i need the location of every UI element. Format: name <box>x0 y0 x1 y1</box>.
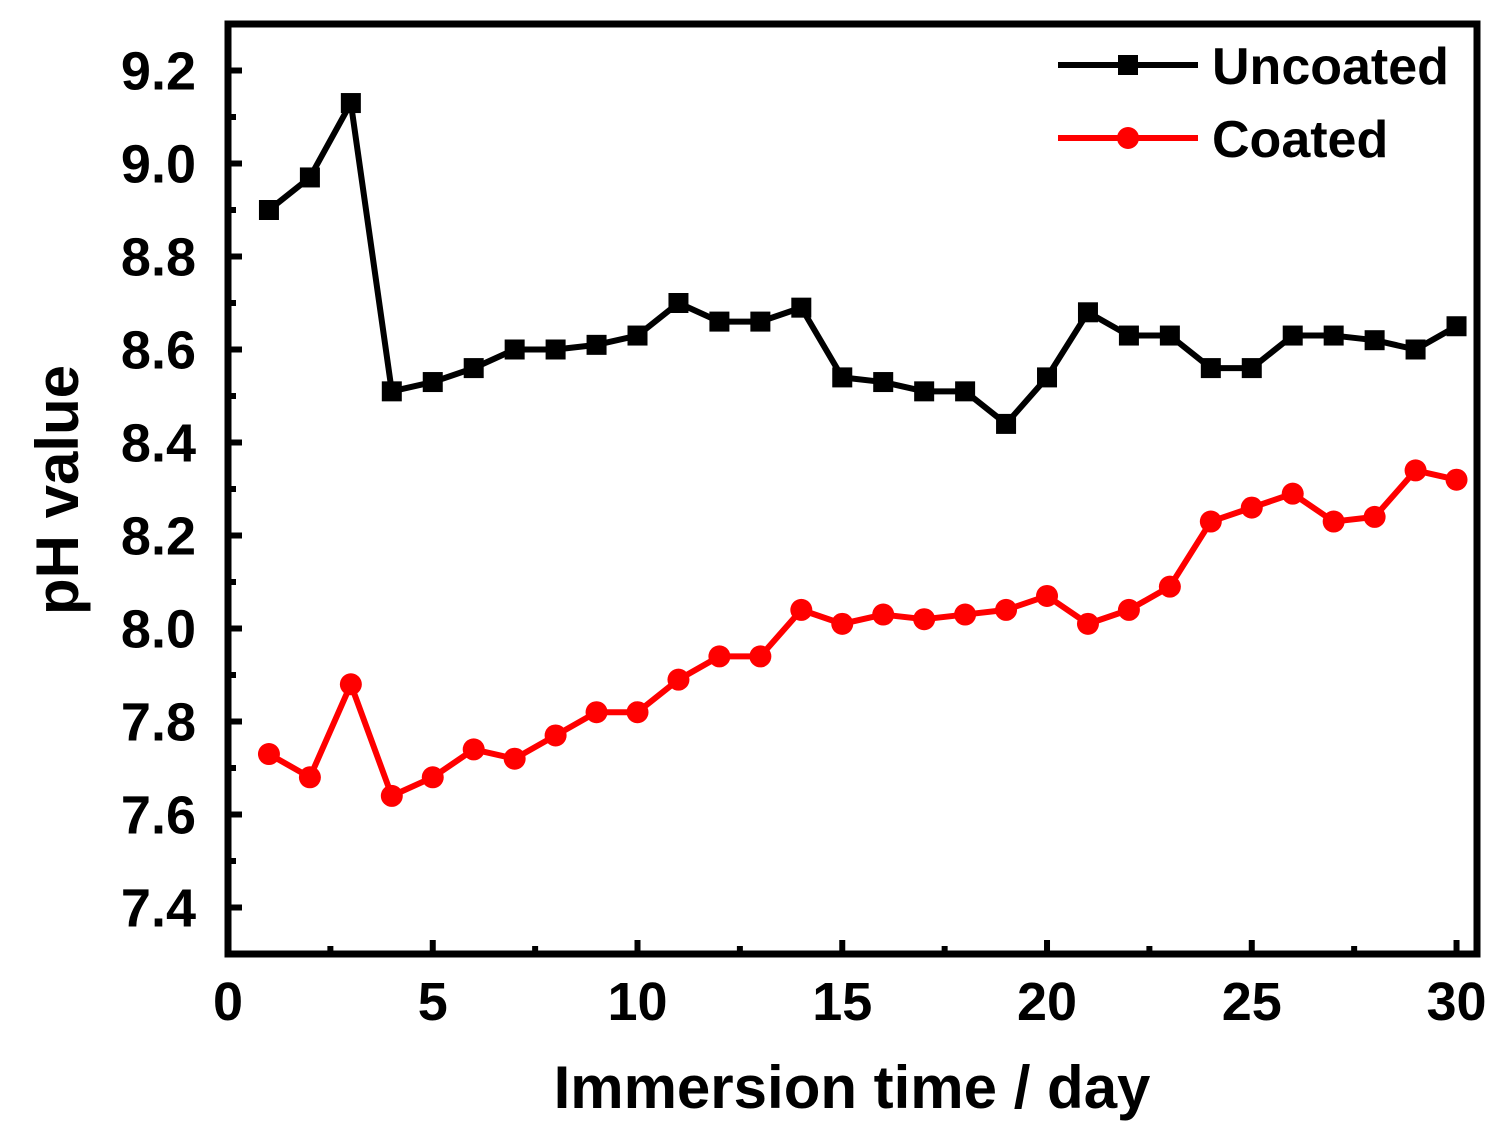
data-point-uncoated <box>586 334 607 355</box>
x-tick-label: 20 <box>1017 972 1077 1032</box>
data-point-uncoated <box>1037 367 1058 388</box>
data-point-uncoated <box>381 381 402 402</box>
data-point-coated <box>503 747 526 770</box>
data-point-coated <box>626 701 649 724</box>
data-point-coated <box>872 603 895 626</box>
data-point-coated <box>667 668 690 691</box>
data-point-uncoated <box>463 358 484 379</box>
data-point-uncoated <box>299 167 320 188</box>
x-tick-label: 10 <box>607 972 667 1032</box>
data-point-coated <box>1199 510 1222 533</box>
data-point-uncoated <box>340 93 361 114</box>
y-axis-title: pH value <box>24 365 91 615</box>
x-axis-title: Immersion time / day <box>554 1054 1151 1121</box>
data-point-uncoated <box>914 381 935 402</box>
data-point-coated <box>954 603 977 626</box>
y-tick-label: 8.2 <box>121 507 196 567</box>
data-point-coated <box>831 612 854 635</box>
data-point-coated <box>462 738 485 761</box>
y-tick-label: 7.8 <box>121 693 196 753</box>
x-tick-label: 0 <box>213 972 243 1032</box>
legend-label-coated: Coated <box>1212 111 1388 169</box>
legend-label-uncoated: Uncoated <box>1212 38 1449 96</box>
x-tick-label: 25 <box>1222 972 1282 1032</box>
data-point-uncoated <box>873 372 894 393</box>
x-tick-label: 30 <box>1426 972 1486 1032</box>
data-point-uncoated <box>1282 325 1303 346</box>
data-point-uncoated <box>1446 316 1467 337</box>
y-tick-label: 8.4 <box>121 414 196 474</box>
data-point-uncoated <box>791 297 812 318</box>
data-point-coated <box>1404 459 1427 482</box>
data-point-coated <box>339 673 362 696</box>
data-point-coated <box>790 598 813 621</box>
data-point-coated <box>1445 468 1468 491</box>
y-tick-label: 7.6 <box>121 786 196 846</box>
data-point-uncoated <box>1200 358 1221 379</box>
data-point-uncoated <box>504 339 525 360</box>
data-point-coated <box>298 766 321 789</box>
data-point-uncoated <box>258 200 279 220</box>
data-point-coated <box>913 608 936 631</box>
data-point-coated <box>421 766 444 789</box>
x-axis: 0 5 10 15 20 25 30 <box>213 940 1487 1032</box>
legend-marker-uncoated <box>1118 55 1138 75</box>
data-point-uncoated <box>422 372 443 393</box>
x-tick-label: 15 <box>812 972 872 1032</box>
data-point-uncoated <box>832 367 853 388</box>
data-point-uncoated <box>1241 358 1262 379</box>
y-tick-label: 8.0 <box>121 600 196 660</box>
data-point-coated <box>1322 510 1345 533</box>
y-tick-label: 8.6 <box>121 321 196 381</box>
data-point-coated <box>544 724 567 747</box>
data-point-coated <box>585 701 608 724</box>
data-point-coated <box>257 743 280 766</box>
series-line-coated <box>267 467 1458 799</box>
data-point-coated <box>708 645 731 668</box>
data-point-uncoated <box>545 339 566 360</box>
data-point-uncoated <box>709 311 730 332</box>
y-tick-label: 9.2 <box>121 42 196 102</box>
y-axis: 7.4 7.6 7.8 8.0 8.2 8.4 8.6 8.8 9.0 9.2 <box>121 42 242 939</box>
data-point-coated <box>1117 598 1140 621</box>
data-point-uncoated <box>996 413 1017 434</box>
data-point-uncoated <box>1077 302 1098 323</box>
data-point-coated <box>749 645 772 668</box>
data-point-coated <box>1281 482 1304 505</box>
data-point-uncoated <box>1118 325 1139 346</box>
data-point-uncoated <box>750 311 771 332</box>
data-point-uncoated <box>1159 325 1180 346</box>
y-tick-label: 8.8 <box>121 228 196 288</box>
data-point-uncoated <box>627 325 648 346</box>
legend-marker-coated <box>1117 127 1139 149</box>
y-tick-label: 9.0 <box>121 135 196 195</box>
data-point-coated <box>995 598 1018 621</box>
data-point-coated <box>1158 575 1181 598</box>
data-point-coated <box>1240 496 1263 519</box>
data-point-uncoated <box>955 381 976 402</box>
data-point-coated <box>1076 612 1099 635</box>
y-tick-label: 7.4 <box>121 879 196 939</box>
data-point-coated <box>1363 505 1386 528</box>
data-point-uncoated <box>1405 339 1426 360</box>
legend: Uncoated Coated <box>1058 38 1449 169</box>
data-point-uncoated <box>668 293 689 313</box>
series-layer <box>257 93 1468 807</box>
data-point-coated <box>380 784 403 807</box>
data-point-uncoated <box>1364 330 1385 351</box>
x-tick-label: 5 <box>418 972 448 1032</box>
data-point-uncoated <box>1323 325 1344 346</box>
data-point-coated <box>1036 584 1059 607</box>
